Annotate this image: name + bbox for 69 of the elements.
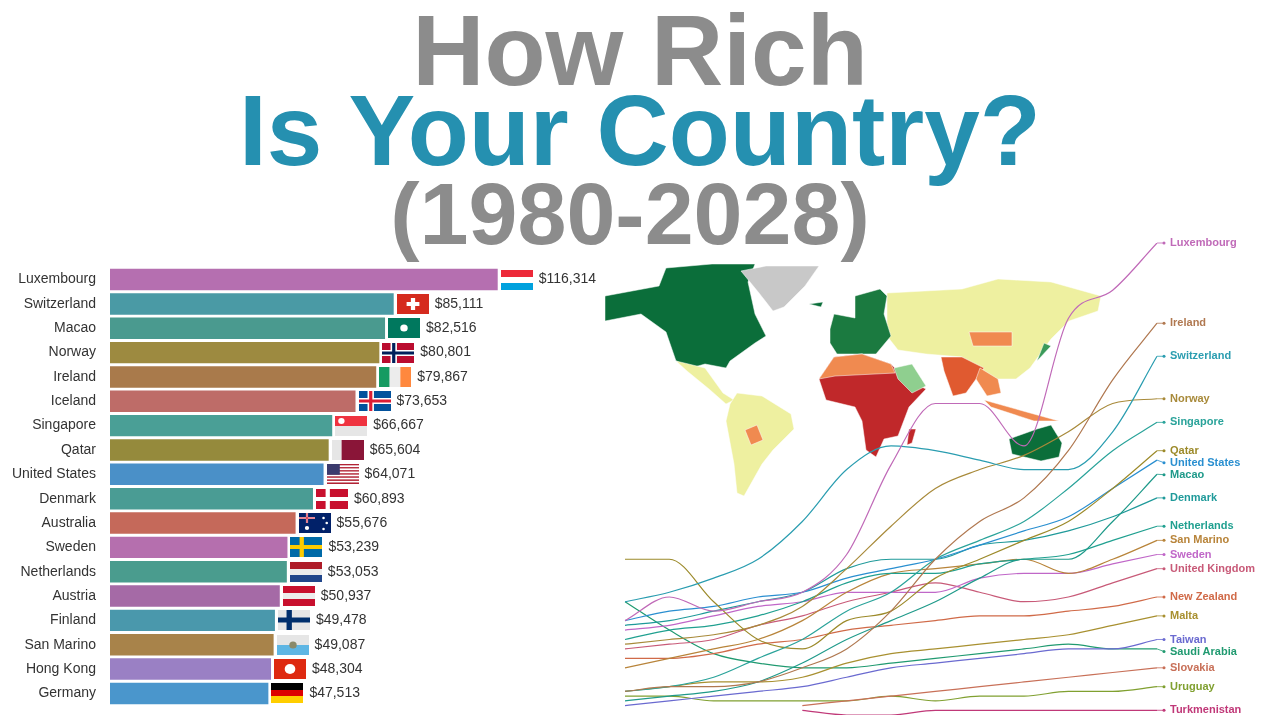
y-tick-label: Singapore: [32, 416, 97, 433]
bar: [110, 512, 296, 534]
bar: [110, 609, 275, 632]
data-label: $53,239: [328, 538, 380, 555]
y-tick-label: Norway: [48, 343, 96, 360]
bar: [110, 268, 498, 291]
bar: [110, 487, 313, 510]
series-label: Saudi Arabia: [1170, 644, 1238, 657]
legend-label: Sweden: [1170, 547, 1212, 560]
legend-label: Macao: [1170, 467, 1205, 480]
legend-label: Ireland: [1170, 316, 1207, 329]
y-tick-label: Qatar: [60, 440, 97, 457]
data-label: $80,801: [420, 343, 472, 360]
legend-label: Uruguay: [1170, 679, 1216, 692]
y-tick-label: Ireland: [53, 367, 96, 384]
series-label: United States: [1170, 455, 1241, 468]
y-tick-label: Austria: [52, 586, 97, 603]
bar: [110, 585, 280, 607]
bar: [110, 390, 356, 413]
data-label: $82,516: [426, 319, 477, 336]
legend-label: Slovakia: [1170, 660, 1216, 673]
data-label: $47,513: [309, 684, 361, 701]
data-label: $49,478: [315, 611, 367, 628]
y-tick-label: Germany: [38, 684, 96, 701]
bar: [110, 293, 394, 315]
y-tick-label: Luxembourg: [18, 270, 96, 287]
legend-label: Netherlands: [1170, 519, 1234, 532]
data-label: $53,053: [327, 562, 379, 579]
data-label: $55,676: [336, 513, 388, 530]
legend-label: Taiwan: [1170, 632, 1207, 645]
bar: [110, 560, 287, 583]
data-label: $116,314: [538, 270, 597, 287]
legend-label: Qatar: [1170, 443, 1200, 456]
y-tick-label: Iceland: [50, 392, 96, 409]
data-label: $66,667: [373, 416, 425, 433]
y-tick-label: Denmark: [39, 489, 97, 506]
data-label: $64,071: [364, 465, 416, 482]
legend-label: Denmark: [1170, 490, 1218, 503]
y-tick-label: United States: [11, 465, 96, 482]
y-tick-label: Sweden: [45, 538, 96, 555]
legend-label: Luxembourg: [1170, 236, 1237, 249]
y-tick-label: Finland: [50, 611, 96, 628]
y-tick-label: Netherlands: [20, 562, 96, 579]
y-tick-label: San Marino: [24, 635, 97, 652]
data-label: $79,867: [417, 367, 469, 384]
bar: [110, 439, 329, 461]
bar: [110, 463, 324, 486]
data-label: $50,937: [320, 586, 372, 603]
bar: [110, 414, 333, 437]
data-label: $49,087: [314, 635, 366, 652]
legend-label: New Zealand: [1170, 590, 1238, 603]
y-tick-label: Hong Kong: [25, 659, 96, 676]
legend-label: Malta: [1170, 608, 1199, 621]
bar: [110, 682, 269, 705]
legend-label: San Marino: [1170, 533, 1230, 546]
data-label: $65,604: [369, 440, 421, 457]
legend-label: Switzerland: [1170, 349, 1232, 362]
y-tick-label: Macao: [53, 319, 97, 336]
legend-label: Singapore: [1170, 415, 1224, 428]
legend-label: United Kingdom: [1170, 561, 1256, 574]
legend-label: Turkmenistan: [1170, 703, 1242, 716]
y-tick-label: Australia: [41, 513, 97, 530]
legend-label: Norway: [1170, 391, 1211, 404]
data-label: $85,111: [434, 294, 484, 311]
data-label: $73,653: [396, 392, 448, 409]
y-tick-label: Switzerland: [23, 294, 96, 311]
bar: [110, 634, 274, 656]
data-label: $60,893: [353, 489, 405, 506]
data-label: $48,304: [312, 659, 363, 676]
